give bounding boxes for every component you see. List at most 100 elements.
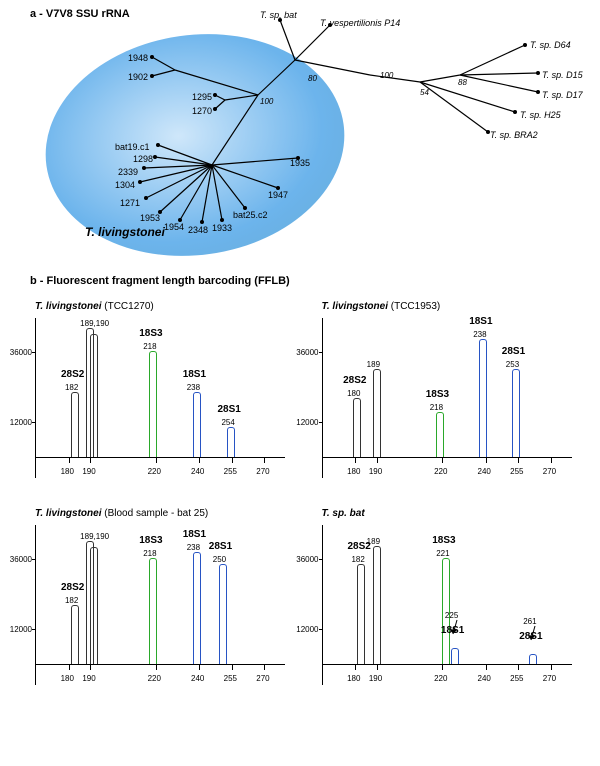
- tree-tip-label: 1948: [128, 53, 148, 63]
- fflb-plot: 120003600018019022024025527018228S218922…: [322, 525, 572, 685]
- fflb-peak: [359, 565, 361, 664]
- fflb-region-label: 18S3: [432, 535, 455, 546]
- fflb-xtick-mark: [486, 665, 487, 670]
- fflb-xtick: 180: [61, 467, 74, 476]
- fflb-peak-value: 221: [436, 549, 449, 558]
- fflb-xtick-mark: [442, 458, 443, 463]
- tree-tip-label: 1902: [128, 72, 148, 82]
- fflb-xtick: 270: [543, 467, 556, 476]
- tree-tip-label: T. sp. D15: [542, 70, 583, 80]
- fflb-region-label: 28S1: [209, 541, 232, 552]
- fflb-peak: [375, 370, 377, 458]
- fflb-xtick-mark: [355, 458, 356, 463]
- tree-tip-label: 1298: [133, 154, 153, 164]
- fflb-peak: [453, 649, 455, 664]
- fflb-baseline: [323, 457, 572, 458]
- fflb-xtick-mark: [156, 665, 157, 670]
- fflb-peak: [481, 340, 483, 457]
- fflb-xtick: 180: [347, 467, 360, 476]
- tree-tip-label: 1935: [290, 158, 310, 168]
- fflb-region-label: 18S3: [139, 328, 162, 339]
- fflb-chart-title: T. livingstonei (TCC1953): [322, 301, 572, 312]
- fflb-peak: [375, 547, 377, 664]
- tree-tip-label: 1947: [268, 190, 288, 200]
- fflb-xtick: 240: [478, 467, 491, 476]
- fflb-peak: [73, 393, 75, 457]
- fflb-region-label: 28S2: [343, 375, 366, 386]
- fflb-ytick: 36000: [287, 555, 319, 564]
- fflb-peak: [438, 413, 440, 457]
- fflb-xtick-mark: [355, 665, 356, 670]
- panel-a: a - V7V8 SSU rRNA: [0, 0, 600, 260]
- panel-b: b - Fluorescent fragment length barcodin…: [0, 275, 600, 703]
- fflb-xtick-mark: [518, 458, 519, 463]
- fflb-peak-value: 254: [221, 418, 234, 427]
- arrow-icon: [527, 624, 543, 644]
- fflb-ytick: 12000: [0, 625, 32, 634]
- tree-tip-label: bat25.c2: [233, 210, 268, 220]
- fflb-chart-title: T. sp. bat: [322, 508, 572, 519]
- fflb-xtick: 180: [347, 674, 360, 683]
- fflb-xtick-mark: [551, 665, 552, 670]
- fflb-baseline: [323, 664, 572, 665]
- panel-b-title: b - Fluorescent fragment length barcodin…: [30, 275, 600, 287]
- tree-tip-label: T. sp. D17: [542, 90, 583, 100]
- tree-support-label: 54: [420, 88, 429, 97]
- fflb-region-label: 18S1: [469, 316, 492, 327]
- fflb-peak: [229, 428, 231, 457]
- fflb-xtick-mark: [156, 458, 157, 463]
- fflb-xtick: 270: [256, 674, 269, 683]
- tree-tip-label: T. sp. D64: [530, 40, 571, 50]
- fflb-xtick: 255: [510, 674, 523, 683]
- tree-tip-label: 1270: [192, 106, 212, 116]
- fflb-xtick: 220: [148, 674, 161, 683]
- tree-tip-label: 1933: [212, 223, 232, 233]
- fflb-chart: T. livingstonei (TCC1953)120003600018019…: [322, 301, 572, 496]
- fflb-peak: [195, 553, 197, 664]
- fflb-peak: [531, 655, 533, 664]
- tree-tip-label: 2339: [118, 167, 138, 177]
- fflb-peak: [355, 399, 357, 457]
- fflb-region-label: 18S1: [183, 529, 206, 540]
- fflb-peak: [151, 559, 153, 664]
- tree-tip-label: T. vespertilionis P14: [320, 18, 400, 28]
- fflb-xtick-mark: [551, 458, 552, 463]
- fflb-xtick-mark: [90, 665, 91, 670]
- fflb-peak: [195, 393, 197, 457]
- fflb-ytick: 36000: [287, 348, 319, 357]
- tree-tip-label: bat19.c1: [115, 142, 150, 152]
- fflb-grid: T. livingstonei (TCC1270) 12000 36000 180 19…: [0, 287, 600, 703]
- tree-support-label: 80: [308, 74, 317, 83]
- fflb-peak-value: 189: [367, 360, 380, 369]
- fflb-xtick: 240: [191, 467, 204, 476]
- fflb-peak-value: 218: [430, 403, 443, 412]
- fflb-peak-value: 250: [213, 555, 226, 564]
- fflb-peak-value: 189: [367, 537, 380, 546]
- fflb-peak: [92, 548, 94, 664]
- fflb-baseline: [36, 457, 285, 458]
- fflb-xtick: 190: [369, 674, 382, 683]
- fflb-region-label: 18S3: [139, 535, 162, 546]
- fflb-plot: 120003600018019022024025527018228S2189,1…: [35, 525, 285, 685]
- fflb-peak: [73, 606, 75, 664]
- fflb-region-label: 18S1: [183, 369, 206, 380]
- fflb-xtick: 190: [82, 467, 95, 476]
- fflb-xtick: 190: [369, 467, 382, 476]
- fflb-peak-value: 238: [187, 543, 200, 552]
- fflb-chart-title: T. livingstonei (TCC1270): [35, 301, 285, 312]
- fflb-peak-value: 218: [143, 342, 156, 351]
- tree-tip-label: 1295: [192, 92, 212, 102]
- fflb-ytick: 12000: [0, 418, 32, 427]
- fflb-peak: [221, 565, 223, 664]
- fflb-region-label: 28S2: [61, 369, 84, 380]
- fflb-region-label: 28S1: [217, 404, 240, 415]
- arrow-icon: [449, 618, 465, 638]
- fflb-region-label: 28S2: [61, 582, 84, 593]
- fflb-xtick-mark: [232, 458, 233, 463]
- fflb-ytick: 36000: [0, 348, 32, 357]
- fflb-ytick: 36000: [0, 555, 32, 564]
- tree-tip-label: 1271: [120, 198, 140, 208]
- fflb-xtick: 270: [543, 674, 556, 683]
- fflb-xtick: 240: [191, 674, 204, 683]
- fflb-xtick: 220: [434, 674, 447, 683]
